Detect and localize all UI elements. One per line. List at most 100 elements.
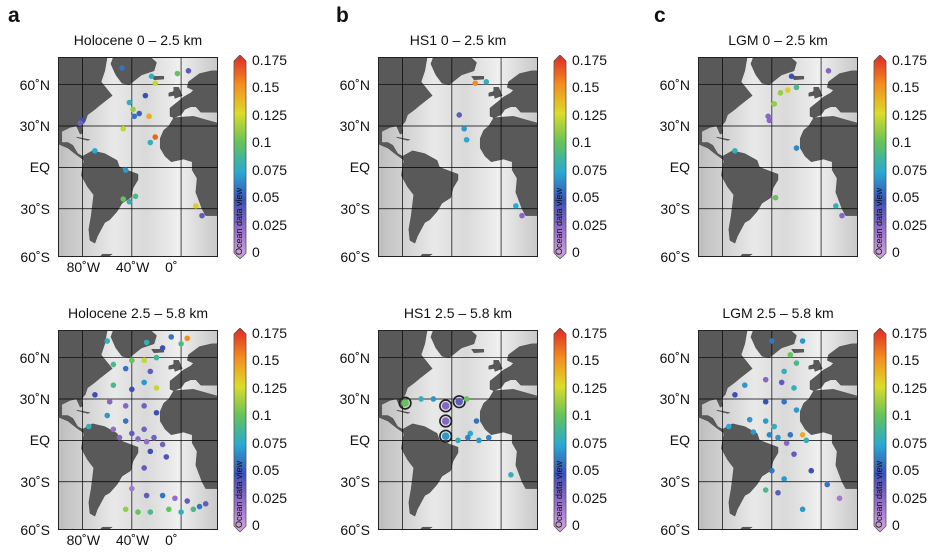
colorbar [553,328,567,532]
land-mass [110,57,157,85]
data-point [799,506,806,513]
data-point [465,434,471,441]
land-mass [471,349,485,354]
latitude-label: 30˚N [19,117,50,134]
latitude-label: EQ [349,159,370,176]
data-point [418,396,424,402]
data-point [120,196,127,202]
colorbar-tick-label: 0.15 [892,352,920,369]
land-mass [159,116,218,216]
longitude-label: 0˚ [165,259,178,275]
data-point [122,506,129,513]
latitude-label: 60˚N [659,349,690,366]
latitude-label: EQ [669,159,690,176]
land-mass [169,57,218,118]
data-point [463,396,470,402]
data-point [472,80,479,87]
highlight-ring [439,429,453,443]
map-title: HS1 0 – 2.5 km [409,32,507,48]
colorbar-tick-label: 0.125 [572,106,608,123]
land-mass [721,150,779,244]
atlantic-map [58,330,218,530]
colorbar-gradient [233,55,247,259]
atlantic-map [698,330,858,530]
data-point [141,379,147,386]
latitude-label: EQ [29,159,50,176]
data-point [781,476,787,482]
colorbar-tick-label: 0.175 [252,52,288,68]
latitude-label: 30˚S [20,473,50,490]
data-point [455,437,461,444]
colorbar-tick-label: 0 [252,517,260,533]
data-point [455,397,464,406]
data-point [141,465,147,471]
colorbar-gradient [233,328,247,532]
map-frame [58,330,218,530]
latitude-label: 60˚S [660,249,690,265]
colorbar [233,328,247,532]
land-mass [168,364,174,370]
land-mass [716,409,731,414]
data-point [135,436,141,442]
latitude-label: 30˚N [339,390,370,407]
data-point [833,203,839,209]
data-point [148,73,155,80]
longitude-label: 80˚W [66,259,101,275]
data-point [725,423,732,430]
data-point [762,418,769,424]
land-mass [81,150,139,244]
data-point [85,423,92,430]
data-point [136,110,143,117]
data-point [824,481,831,488]
data-point [152,80,159,87]
panel-label: c [654,4,666,27]
data-point [153,385,160,391]
land-mass [168,91,174,97]
land-mass [489,57,538,118]
data-point [174,70,181,77]
data-point [153,409,160,416]
map-frame [378,57,538,257]
colorbar-tick-label: 0 [892,517,900,533]
colorbar-tick-label: 0.025 [572,216,608,233]
colorbar-tick-label: 0.025 [892,216,928,233]
data-point [519,212,525,219]
land-mass [471,76,485,81]
data-point [77,120,83,127]
data-point [441,432,450,441]
latitude-label: 60˚S [20,522,50,538]
data-point [141,403,147,409]
longitude-label: 40˚W [115,259,150,275]
land-mass [401,150,459,244]
data-point [746,416,753,423]
data-point [143,492,150,499]
colorbar-title: Ocean data view [874,460,884,528]
colorbar-tick-label: 0.075 [252,161,288,178]
data-point [143,339,150,346]
colorbar-tick-label: 0.1 [252,407,272,424]
map-frame [698,57,858,257]
atlantic-map [378,57,538,257]
colorbar [553,55,567,259]
latitude-label: 30˚S [20,200,50,217]
land-mass [809,330,858,391]
data-point [120,125,127,132]
data-point [196,503,203,510]
data-point [92,392,98,398]
colorbar-tick-label: 0.15 [252,79,280,96]
data-point [825,67,832,74]
data-point [130,106,136,113]
data-point [762,487,769,493]
data-point [793,360,800,366]
colorbar-tick-label: 0 [572,244,580,260]
data-point [131,113,138,120]
colorbar-tick-label: 0.1 [572,407,592,424]
data-point [791,385,797,391]
data-point [771,101,778,107]
atlantic-map [58,57,218,257]
data-point [178,340,184,347]
land-mass [151,349,165,354]
land-mass [799,116,858,216]
colorbar-tick-label: 0.125 [892,379,928,396]
latitude-label: 30˚S [340,473,370,490]
